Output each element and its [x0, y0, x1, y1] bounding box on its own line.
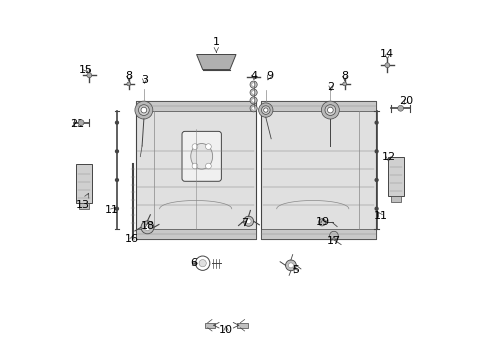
Text: 8: 8 — [125, 71, 132, 81]
FancyBboxPatch shape — [389, 157, 403, 196]
Text: 21: 21 — [70, 120, 84, 129]
Text: 6: 6 — [191, 258, 197, 268]
FancyBboxPatch shape — [261, 101, 376, 111]
FancyBboxPatch shape — [261, 101, 376, 239]
Circle shape — [252, 83, 255, 86]
Circle shape — [127, 82, 131, 86]
Circle shape — [206, 163, 211, 169]
Circle shape — [375, 150, 378, 153]
Circle shape — [141, 221, 154, 234]
Circle shape — [116, 179, 119, 181]
Text: 4: 4 — [250, 71, 258, 81]
Circle shape — [375, 121, 378, 124]
Circle shape — [385, 63, 390, 68]
Circle shape — [192, 163, 198, 169]
Circle shape — [246, 219, 251, 224]
Text: 12: 12 — [381, 152, 395, 162]
Circle shape — [375, 179, 378, 181]
Circle shape — [196, 256, 210, 270]
Ellipse shape — [191, 144, 213, 169]
Circle shape — [135, 101, 153, 119]
Circle shape — [375, 207, 378, 210]
Text: 2: 2 — [327, 82, 335, 92]
Text: 11: 11 — [373, 211, 388, 221]
Circle shape — [252, 91, 255, 94]
FancyBboxPatch shape — [136, 229, 256, 239]
Circle shape — [259, 103, 273, 117]
Text: 11: 11 — [105, 206, 119, 216]
Circle shape — [141, 107, 147, 113]
Text: 17: 17 — [327, 236, 341, 246]
Circle shape — [398, 105, 404, 111]
Text: 19: 19 — [316, 217, 330, 227]
Circle shape — [250, 89, 257, 96]
FancyBboxPatch shape — [79, 203, 89, 209]
FancyBboxPatch shape — [136, 101, 256, 111]
Circle shape — [327, 107, 333, 113]
Circle shape — [286, 260, 296, 271]
FancyBboxPatch shape — [76, 164, 92, 203]
FancyBboxPatch shape — [182, 131, 221, 181]
Circle shape — [116, 121, 119, 124]
Circle shape — [206, 144, 211, 149]
Circle shape — [343, 82, 346, 86]
Circle shape — [192, 144, 198, 149]
Circle shape — [252, 99, 255, 102]
Circle shape — [116, 150, 119, 153]
Circle shape — [87, 73, 92, 78]
Circle shape — [325, 105, 336, 116]
Circle shape — [244, 216, 254, 226]
Circle shape — [116, 207, 119, 210]
FancyBboxPatch shape — [261, 229, 376, 239]
Circle shape — [262, 106, 270, 114]
Circle shape — [318, 219, 326, 226]
FancyBboxPatch shape — [205, 323, 215, 328]
Circle shape — [264, 108, 268, 112]
Text: 7: 7 — [241, 218, 248, 228]
Circle shape — [252, 107, 255, 110]
Text: 20: 20 — [399, 96, 414, 106]
Circle shape — [78, 120, 84, 126]
Circle shape — [289, 263, 294, 268]
Circle shape — [250, 97, 257, 104]
Text: 13: 13 — [76, 193, 90, 210]
Text: 18: 18 — [141, 221, 154, 231]
Polygon shape — [196, 54, 236, 69]
Text: 8: 8 — [341, 71, 348, 81]
Circle shape — [321, 101, 339, 119]
Circle shape — [330, 231, 338, 240]
Text: 10: 10 — [219, 325, 233, 335]
Text: 14: 14 — [380, 49, 394, 59]
FancyBboxPatch shape — [392, 196, 401, 202]
Circle shape — [139, 105, 149, 116]
Text: 9: 9 — [266, 71, 273, 81]
Text: 3: 3 — [141, 75, 148, 85]
Text: 16: 16 — [125, 234, 139, 244]
Text: 1: 1 — [213, 37, 220, 53]
Text: 15: 15 — [78, 64, 93, 75]
Circle shape — [144, 224, 151, 230]
Text: 5: 5 — [292, 265, 299, 275]
FancyBboxPatch shape — [136, 101, 256, 239]
Circle shape — [250, 105, 257, 112]
Circle shape — [199, 260, 206, 267]
FancyBboxPatch shape — [238, 323, 247, 328]
Circle shape — [250, 81, 257, 88]
